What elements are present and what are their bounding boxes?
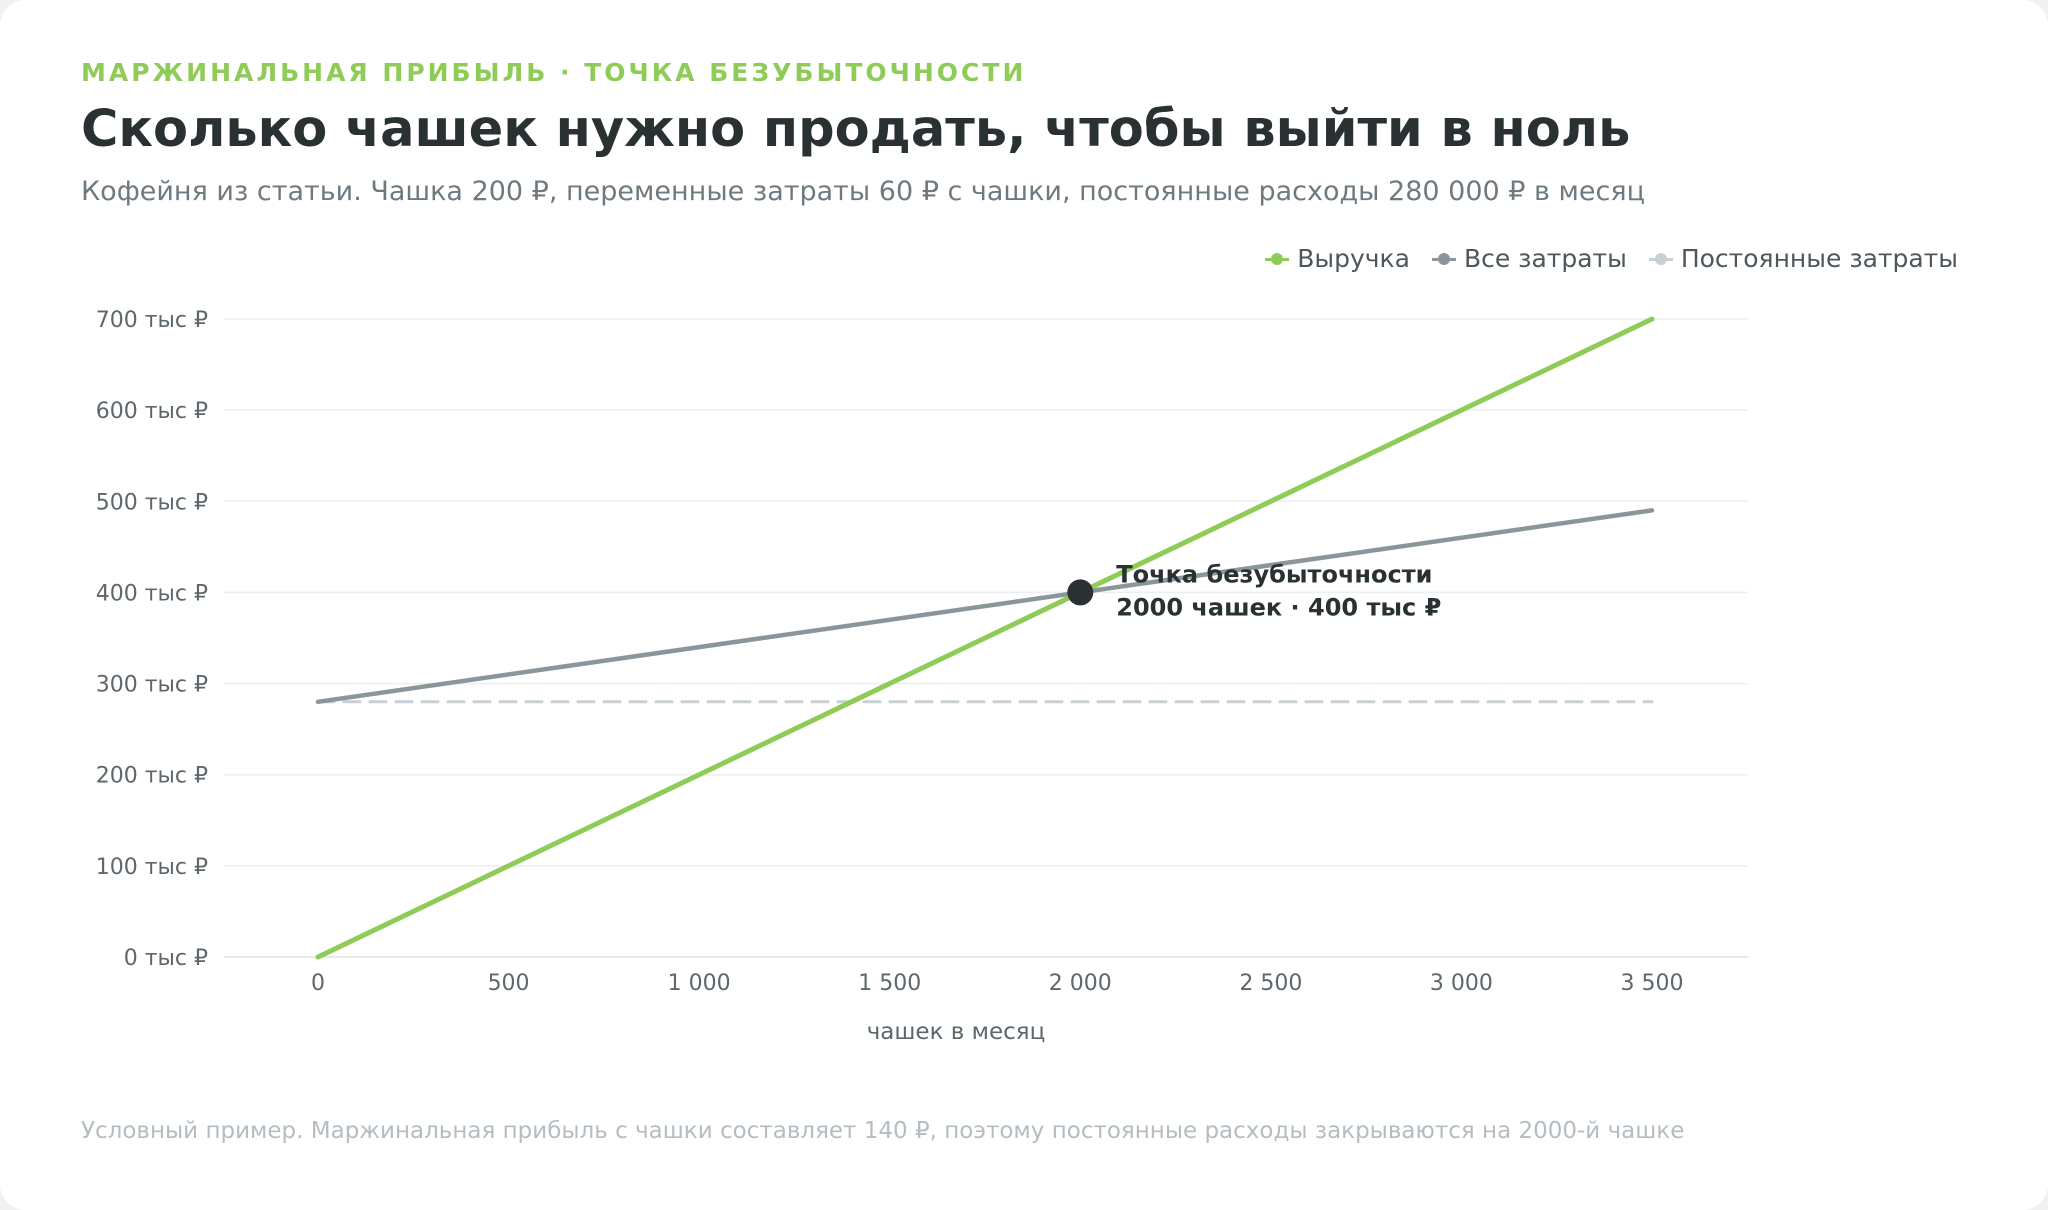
y-tick-label-3: 300 тыс ₽ (96, 673, 208, 698)
series-line-total-costs (315, 508, 1655, 705)
legend-swatch-revenue (1265, 252, 1290, 265)
break-even-label-line-0: Точка безубыточности (1116, 560, 1432, 588)
chart-title: Сколько чашек нужно продать, чтобы выйти… (81, 100, 1631, 159)
legend-swatch-total-costs (1431, 252, 1456, 265)
y-tick-label-1: 100 тыс ₽ (96, 855, 208, 880)
x-tick-label-6: 3 000 (1430, 971, 1493, 996)
x-tick-label-1: 500 (488, 971, 530, 996)
eyebrow-label: МАРЖИНАЛЬНАЯ ПРИБЫЛЬ · ТОЧКА БЕЗУБЫТОЧНО… (81, 58, 1027, 87)
series-line-revenue (315, 316, 1655, 960)
y-tick-label-0: 0 тыс ₽ (124, 946, 208, 971)
y-tick-label-4: 400 тыс ₽ (96, 581, 208, 606)
legend-swatch-fixed-costs (1648, 252, 1673, 265)
chart-subtitle: Кофейня из статьи. Чашка 200 ₽, переменн… (81, 176, 1645, 207)
x-tick-label-3: 1 500 (858, 971, 921, 996)
x-tick-label-0: 0 (311, 971, 325, 996)
break-even-label-line-1: 2000 чашек · 400 тыс ₽ (1116, 593, 1441, 621)
x-tick-label-2: 1 000 (668, 971, 731, 996)
x-tick-label-4: 2 000 (1049, 971, 1112, 996)
legend-label-total-costs: Все затраты (1463, 244, 1627, 273)
y-tick-label-7: 700 тыс ₽ (96, 308, 208, 333)
x-axis-label: чашек в месяц (867, 1019, 1046, 1045)
x-tick-label-7: 3 500 (1621, 971, 1684, 996)
legend-item-total-costs: Все затраты (1431, 244, 1627, 273)
y-tick-label-5: 500 тыс ₽ (96, 490, 208, 515)
y-tick-label-2: 200 тыс ₽ (96, 764, 208, 789)
legend-label-revenue: Выручка (1297, 244, 1410, 273)
x-tick-label-5: 2 500 (1239, 971, 1302, 996)
y-tick-label-6: 600 тыс ₽ (96, 399, 208, 424)
chart-legend: Выручка Все затраты Постоянные затраты (1265, 244, 1958, 273)
break-even-point (1067, 579, 1094, 606)
legend-label-fixed-costs: Постоянные затраты (1680, 244, 1958, 273)
legend-item-revenue: Выручка (1265, 244, 1410, 273)
footnote: Условный пример. Маржинальная прибыль с … (81, 1118, 1685, 1144)
legend-item-fixed-costs: Постоянные затраты (1648, 244, 1958, 273)
